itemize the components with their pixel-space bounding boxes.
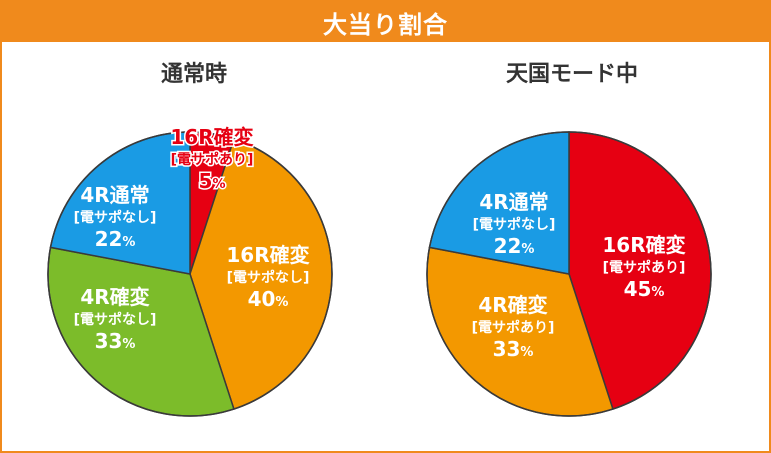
slice-note-normal-2: [電サポなし] [74, 311, 157, 328]
slice-note-normal-1: [電サポなし] [227, 269, 310, 286]
pie-label-normal-2: 4R確変 [電サポなし]33% [74, 285, 157, 353]
slice-name-heaven-0: 16R確変 [602, 233, 685, 257]
pie-label-normal-3: 4R通常 [電サポなし]22% [74, 183, 157, 251]
slice-name-normal-3: 4R通常 [80, 183, 149, 207]
page-title: 大当り割合 [2, 2, 769, 42]
slice-unit-heaven-1: % [520, 345, 533, 360]
slice-name-heaven-2: 4R通常 [479, 190, 548, 214]
slice-value-heaven-2: 22 [494, 234, 522, 258]
pie-label-heaven-0: 16R確変 [電サポあり]45% [602, 233, 685, 301]
slice-note-heaven-0: [電サポあり] [603, 259, 686, 276]
slice-unit-normal-2: % [122, 337, 135, 352]
slice-pct-normal-1: 40% [248, 287, 289, 311]
slice-pct-heaven-2: 22% [494, 234, 535, 258]
slice-unit-heaven-0: % [651, 285, 664, 300]
slice-value-normal-3: 22 [95, 227, 123, 251]
slice-note-normal-0: [電サポあり] [171, 151, 254, 168]
slice-unit-heaven-2: % [521, 242, 534, 257]
slice-pct-heaven-1: 33% [493, 337, 534, 361]
slice-unit-normal-0: % [212, 177, 225, 192]
pie-label-normal-0: 16R確変 [電サポあり]5% [169, 124, 255, 195]
slice-value-normal-2: 33 [95, 329, 123, 353]
slice-value-normal-0: 5 [199, 169, 213, 193]
slice-name-normal-0: 16R確変 [170, 125, 253, 149]
slice-unit-normal-3: % [122, 235, 135, 250]
slice-note-heaven-1: [電サポあり] [472, 319, 555, 336]
pie-label-heaven-1: 4R確変 [電サポあり]33% [472, 293, 555, 361]
slice-unit-normal-1: % [275, 295, 288, 310]
slice-value-heaven-0: 45 [624, 277, 652, 301]
slice-name-normal-2: 4R確変 [80, 285, 149, 309]
pie-label-normal-1: 16R確変 [電サポなし]40% [226, 243, 309, 311]
pie-outline-normal [47, 131, 333, 417]
pie-label-heaven-2: 4R通常 [電サポなし]22% [473, 190, 556, 258]
slice-pct-heaven-0: 45% [624, 277, 665, 301]
slice-note-normal-3: [電サポなし] [74, 209, 157, 226]
chart-title-normal: 通常時 [160, 62, 227, 87]
slice-name-heaven-1: 4R確変 [478, 293, 547, 317]
slice-value-heaven-1: 33 [493, 337, 521, 361]
slice-pct-normal-3: 22% [95, 227, 136, 251]
chart-title-heaven: 天国モード中 [505, 62, 638, 87]
slice-value-normal-1: 40 [248, 287, 276, 311]
slice-pct-normal-2: 33% [95, 329, 136, 353]
slice-note-heaven-2: [電サポなし] [473, 216, 556, 233]
pie-outline-heaven [426, 131, 712, 417]
slice-pct-normal-0: 5% [199, 169, 226, 193]
slice-name-normal-1: 16R確変 [226, 243, 309, 267]
